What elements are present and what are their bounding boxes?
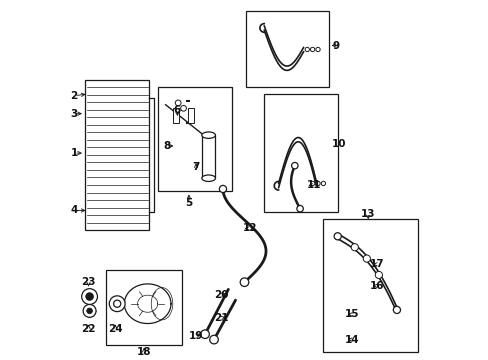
Bar bbox=[106, 270, 182, 345]
Circle shape bbox=[180, 105, 186, 111]
Circle shape bbox=[392, 306, 400, 314]
Circle shape bbox=[175, 100, 181, 106]
Text: 23: 23 bbox=[81, 277, 96, 287]
Circle shape bbox=[321, 181, 325, 186]
Circle shape bbox=[86, 293, 93, 300]
Circle shape bbox=[350, 244, 358, 251]
Bar bbox=[187, 108, 193, 123]
Text: 20: 20 bbox=[214, 290, 228, 300]
Circle shape bbox=[83, 305, 96, 318]
Bar bbox=[323, 220, 418, 352]
Ellipse shape bbox=[202, 175, 215, 181]
Text: 3: 3 bbox=[70, 109, 78, 119]
Ellipse shape bbox=[151, 288, 172, 320]
Circle shape bbox=[315, 47, 320, 51]
Text: 1: 1 bbox=[70, 148, 78, 158]
Text: 5: 5 bbox=[185, 198, 192, 208]
Circle shape bbox=[310, 181, 314, 186]
Text: 19: 19 bbox=[188, 331, 203, 341]
Circle shape bbox=[86, 308, 92, 314]
Circle shape bbox=[333, 233, 341, 240]
Circle shape bbox=[363, 255, 369, 262]
Circle shape bbox=[86, 293, 93, 300]
Circle shape bbox=[305, 47, 309, 51]
Circle shape bbox=[310, 47, 314, 51]
Bar bbox=[85, 80, 149, 230]
Text: 18: 18 bbox=[137, 347, 151, 357]
Circle shape bbox=[201, 330, 209, 338]
Circle shape bbox=[296, 206, 303, 212]
Text: 7: 7 bbox=[192, 162, 200, 172]
Text: 8: 8 bbox=[163, 141, 171, 151]
Circle shape bbox=[113, 300, 121, 307]
Text: 10: 10 bbox=[332, 139, 346, 149]
Text: 9: 9 bbox=[332, 41, 339, 50]
Text: 21: 21 bbox=[214, 313, 228, 323]
Circle shape bbox=[374, 271, 382, 279]
Ellipse shape bbox=[202, 132, 215, 138]
Text: 6: 6 bbox=[173, 105, 181, 115]
Circle shape bbox=[109, 296, 125, 312]
Text: 13: 13 bbox=[360, 209, 375, 219]
Circle shape bbox=[219, 185, 226, 193]
Bar bbox=[158, 87, 231, 191]
Text: 22: 22 bbox=[81, 324, 96, 334]
Bar bbox=[246, 12, 328, 87]
Circle shape bbox=[209, 335, 218, 344]
Text: 12: 12 bbox=[242, 224, 257, 233]
Text: 24: 24 bbox=[108, 324, 122, 334]
Circle shape bbox=[315, 181, 320, 186]
Circle shape bbox=[291, 162, 297, 169]
Bar bbox=[202, 135, 215, 178]
Text: 2: 2 bbox=[70, 91, 78, 101]
Circle shape bbox=[240, 278, 248, 287]
Text: 16: 16 bbox=[369, 281, 384, 291]
Text: 14: 14 bbox=[344, 334, 359, 345]
Text: 17: 17 bbox=[369, 259, 384, 269]
Bar bbox=[173, 108, 179, 123]
Bar bbox=[264, 94, 337, 212]
Text: 4: 4 bbox=[70, 206, 78, 216]
Circle shape bbox=[81, 289, 97, 305]
Text: 11: 11 bbox=[306, 180, 321, 190]
Text: 15: 15 bbox=[344, 310, 359, 319]
